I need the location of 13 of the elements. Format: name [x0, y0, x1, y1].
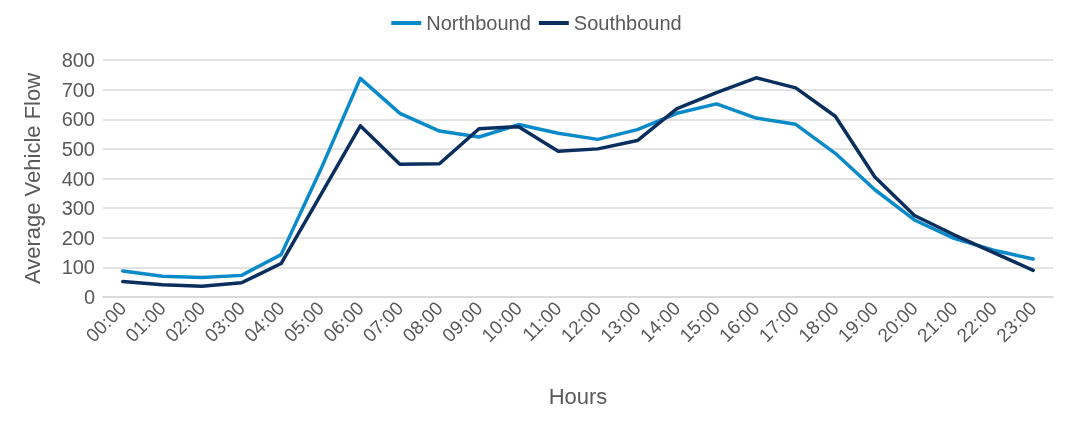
- y-tick-label: 800: [61, 49, 95, 71]
- y-tick-label: 500: [61, 137, 95, 160]
- y-tick-label: 0: [83, 286, 95, 308]
- y-tick-label: 200: [61, 226, 95, 249]
- y-tick-label: 700: [61, 78, 95, 101]
- y-tick-label: 400: [61, 167, 95, 190]
- y-axis-title: Average Vehicle Flow: [19, 72, 45, 285]
- legend-label: Northbound: [426, 12, 531, 34]
- x-axis-title: Hours: [548, 383, 608, 409]
- legend-label: Southbound: [573, 12, 682, 34]
- y-tick-label: 100: [61, 256, 95, 279]
- y-tick-label: 600: [61, 108, 95, 131]
- y-tick-label: 300: [61, 197, 95, 220]
